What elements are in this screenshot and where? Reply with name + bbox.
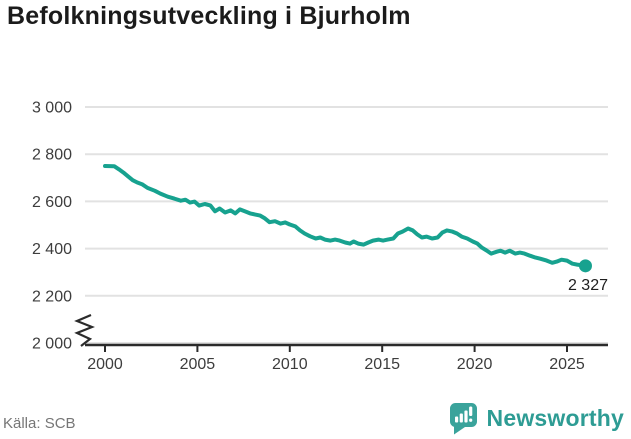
x-axis-tick-label: 2020 [457,356,493,373]
x-axis-tick-label: 2015 [364,356,400,373]
population-line [103,164,588,268]
brand-wordmark: Newsworthy [486,405,624,431]
y-axis-tick-label: 2 800 [32,147,72,164]
x-axis-tick-label: 2000 [87,356,123,373]
chart-title: Befolkningsutveckling i Bjurholm [7,2,411,30]
x-axis-tick-label: 2010 [272,356,308,373]
x-axis-tick-label: 2005 [180,356,216,373]
newsworthy-bubble-chart-icon [449,403,477,435]
latest-point-marker [578,259,592,273]
source-note: Källa: SCB [3,415,76,432]
y-axis-tick-label: 3 000 [32,100,72,117]
x-axis-tick-label: 2025 [549,356,585,373]
y-axis-tick-label: 2 200 [32,288,72,305]
brand-lockup: Newsworthy [449,402,624,435]
y-axis-tick-label: 2 600 [32,194,72,211]
y-axis-tick-label: 2 000 [32,336,72,353]
y-axis-tick-label: 2 400 [32,241,72,258]
axis-break-icon [74,313,95,347]
latest-value-label: 2 327 [568,277,608,294]
